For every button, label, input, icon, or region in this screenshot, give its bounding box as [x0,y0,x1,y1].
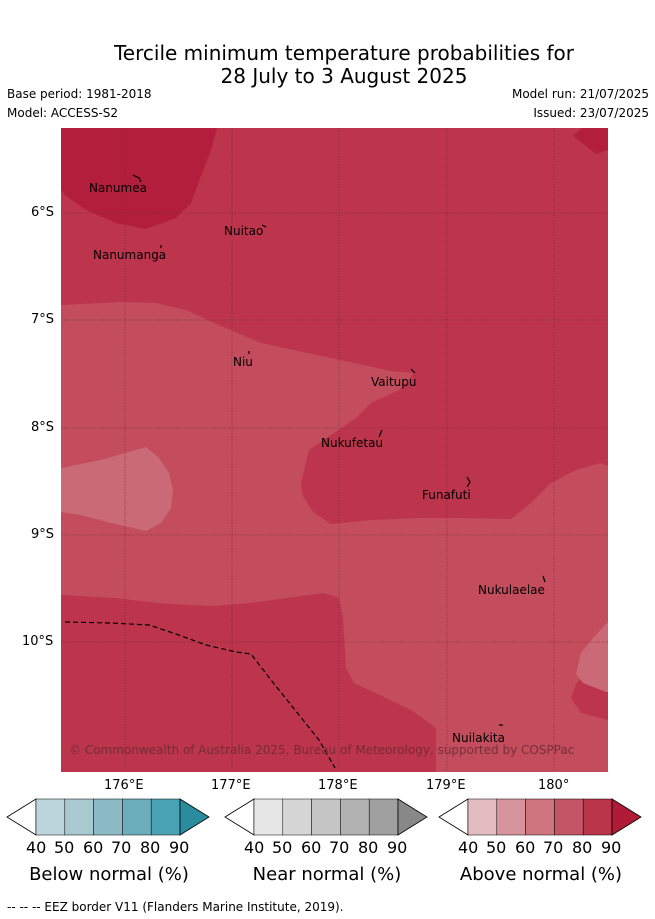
colorbar-segment [340,798,370,836]
lon-label: 179°E [426,778,466,793]
lat-label: 9°S [31,527,55,542]
colorbar-tick: 80 [140,838,161,857]
lat-label: 10°S [22,634,54,649]
colorbar-below-normal [6,798,210,836]
colorbar-extension-high [397,798,428,836]
lat-label: 8°S [31,420,55,435]
colorbar-extension-high [179,798,210,836]
colorbar-tick: 90 [169,838,190,857]
title-line-2: 28 July to 3 August 2025 [220,64,468,88]
colorbar-segment [582,798,613,836]
base-period: Base period: 1981-2018 [7,87,152,101]
colorbar-tick: 90 [601,838,622,857]
colorbar-tick: 90 [387,838,408,857]
colorbar-tick: 80 [358,838,379,857]
lat-label: 6°S [31,205,55,220]
eez-legend: -- -- -- EEZ border V11 (Flanders Marine… [7,900,344,914]
colorbar-tick: 80 [572,838,593,857]
place-label: Nuitao [224,224,263,238]
colorbar-extension-low [6,798,37,836]
place-label: Funafuti [422,488,471,502]
colorbar-title-above: Above normal (%) [459,864,623,885]
colorbar-segment [150,798,181,836]
colorbar-tick: 40 [244,838,265,857]
colorbar-extension-high [611,798,642,836]
colorbar-tick: 50 [486,838,507,857]
colorbar-tick: 40 [26,838,47,857]
place-label: Niu [233,355,253,369]
colorbar-extension-low [438,798,469,836]
region-above-50-60-west [61,447,173,531]
colorbar-segment [122,798,152,836]
colorbar-tick: 60 [83,838,104,857]
colorbar-tick: 60 [515,838,536,857]
place-label: Nukulaelae [478,583,545,597]
graticule [61,128,608,772]
colorbar-segment [368,798,399,836]
lat-label: 7°S [31,312,55,327]
colorbar-title-below: Below normal (%) [29,864,189,885]
issued-date: Issued: 23/07/2025 [533,106,649,120]
colorbar-tick: 60 [301,838,322,857]
colorbar-tick: 70 [543,838,564,857]
model-run: Model run: 21/07/2025 [511,87,649,101]
island-markers [132,174,546,726]
colorbar-title-near: Near normal (%) [252,864,402,885]
place-label: Nanumanga [93,248,166,262]
place-label: Vaitupu [371,375,417,389]
colorbar-segment [467,798,498,836]
colorbar-segment [311,798,341,836]
place-label: Nanumea [89,181,147,195]
colorbar-segment [554,798,584,836]
colorbar-segment [35,798,66,836]
region-above-60-70 [61,302,608,772]
lon-label: 178°E [318,778,358,793]
lon-label: 180° [538,778,570,793]
colorbar-segment [64,798,94,836]
probability-map: Nanumea Nuitao Nanumanga Niu Vaitupu Nuk… [61,128,608,772]
colorbar-tick: 40 [458,838,479,857]
colorbar-extension-low [224,798,255,836]
colorbar-tick: 70 [329,838,350,857]
region-above-50-60-east [576,622,608,692]
model-name: Model: ACCESS-S2 [7,106,119,120]
colorbar-tick: 50 [54,838,75,857]
colorbar-tick: 50 [272,838,293,857]
colorbar-segment [93,798,123,836]
place-label: Nukufetau [321,436,383,450]
place-label: Nuilakita [452,731,505,745]
colorbar-segment [496,798,526,836]
title-line-1: Tercile minimum temperature probabilitie… [113,41,575,65]
colorbar-segment [253,798,284,836]
colorbar-segment [525,798,555,836]
colorbar-tick: 70 [111,838,132,857]
colorbar-above-normal [438,798,642,836]
region-above-80-90-ne [573,128,608,154]
lon-label: 176°E [104,778,144,793]
colorbar-segment [282,798,312,836]
copyright-notice: © Commonwealth of Australia 2025, Bureau… [69,743,574,757]
lon-label: 177°E [211,778,251,793]
colorbar-near-normal [224,798,428,836]
